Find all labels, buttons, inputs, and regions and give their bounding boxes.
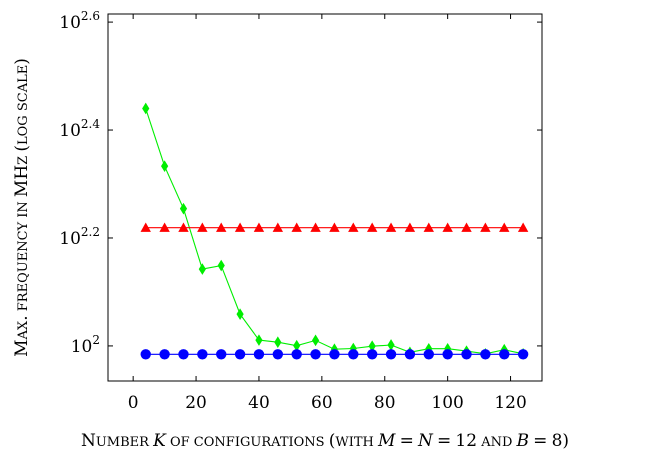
data-point-circle <box>310 349 321 360</box>
x-tick-label: 60 <box>311 393 333 413</box>
data-point-triangle <box>348 222 359 232</box>
data-point-circle <box>291 349 302 360</box>
data-point-triangle <box>197 222 208 232</box>
y-axis-label-group: MAX. FREQUENCY IN MHZ (LOG SCALE) <box>12 58 32 357</box>
data-point-triangle <box>517 222 529 232</box>
data-point-circle <box>442 349 453 360</box>
x-tick-label: 80 <box>374 393 396 413</box>
data-point-triangle <box>216 222 227 232</box>
data-point-triangle <box>480 222 491 232</box>
data-point-diamond <box>217 259 225 272</box>
data-point-diamond <box>368 340 376 352</box>
y-tick-label: 102.6 <box>59 9 100 33</box>
x-tick-label: 20 <box>185 393 207 413</box>
data-point-diamond <box>311 334 320 347</box>
data-point-triangle <box>461 222 472 232</box>
data-point-circle <box>385 349 397 360</box>
data-point-circle <box>234 349 246 360</box>
data-point-circle <box>329 349 340 360</box>
data-point-circle <box>216 349 227 360</box>
data-point-triangle <box>404 222 416 232</box>
data-point-circle <box>366 349 378 360</box>
axis-ticks: 0 20 40 60 80 100 120 102 102.2 102.4 102.6 <box>59 9 542 413</box>
x-tick-label: 40 <box>248 393 270 413</box>
data-point-triangle <box>178 222 189 232</box>
data-point-diamond <box>198 263 206 275</box>
data-point-diamond <box>179 202 188 215</box>
series-circle <box>140 349 529 360</box>
data-point-triangle <box>442 222 453 232</box>
data-point-triangle <box>272 222 284 232</box>
data-point-circle <box>404 349 416 360</box>
data-point-diamond <box>293 339 301 352</box>
data-point-diamond <box>274 336 282 348</box>
y-axis-label: MAX. FREQUENCY IN MHZ (LOG SCALE) <box>12 58 32 357</box>
y-tick-label: 102.4 <box>59 117 100 141</box>
x-tick-label: 120 <box>494 393 526 413</box>
data-point-triangle <box>310 222 321 232</box>
data-point-circle <box>348 349 359 360</box>
data-point-diamond <box>236 308 244 320</box>
data-point-circle <box>253 349 265 360</box>
data-point-circle <box>272 349 284 360</box>
data-point-triangle <box>329 222 340 232</box>
data-point-triangle <box>234 222 246 232</box>
data-point-circle <box>197 349 208 360</box>
data-point-triangle <box>366 222 378 232</box>
data-point-circle <box>159 349 170 360</box>
data-point-triangle <box>385 222 397 232</box>
data-point-diamond <box>161 160 169 172</box>
x-axis-label-group: NUMBER K OF CONFIGURATIONS (WITH M = N =… <box>81 431 569 451</box>
data-point-diamond <box>142 102 150 115</box>
data-point-triangle <box>159 222 170 232</box>
x-axis-label: NUMBER K OF CONFIGURATIONS (WITH M = N =… <box>81 431 569 451</box>
data-point-circle <box>517 349 529 360</box>
data-point-diamond <box>255 334 263 346</box>
data-point-triangle <box>423 222 434 232</box>
data-point-circle <box>423 349 434 360</box>
data-point-circle <box>499 349 510 360</box>
x-tick-label: 100 <box>431 393 463 413</box>
data-point-diamond <box>387 339 395 351</box>
y-tick-label: 102.2 <box>59 225 100 249</box>
data-point-circle <box>480 349 491 360</box>
data-point-diamond <box>349 342 357 355</box>
data-point-triangle <box>499 222 510 232</box>
data-point-circle <box>178 349 189 360</box>
data-point-triangle <box>291 222 302 232</box>
data-point-circle <box>461 349 472 360</box>
data-point-circle <box>140 349 151 360</box>
data-point-triangle <box>253 222 265 232</box>
series-triangle <box>140 222 529 232</box>
y-tick-label: 102 <box>71 333 100 357</box>
data-point-triangle <box>140 222 151 232</box>
x-tick-label: 0 <box>128 393 139 413</box>
plot-frame <box>107 13 543 382</box>
plot-marks <box>140 102 529 360</box>
